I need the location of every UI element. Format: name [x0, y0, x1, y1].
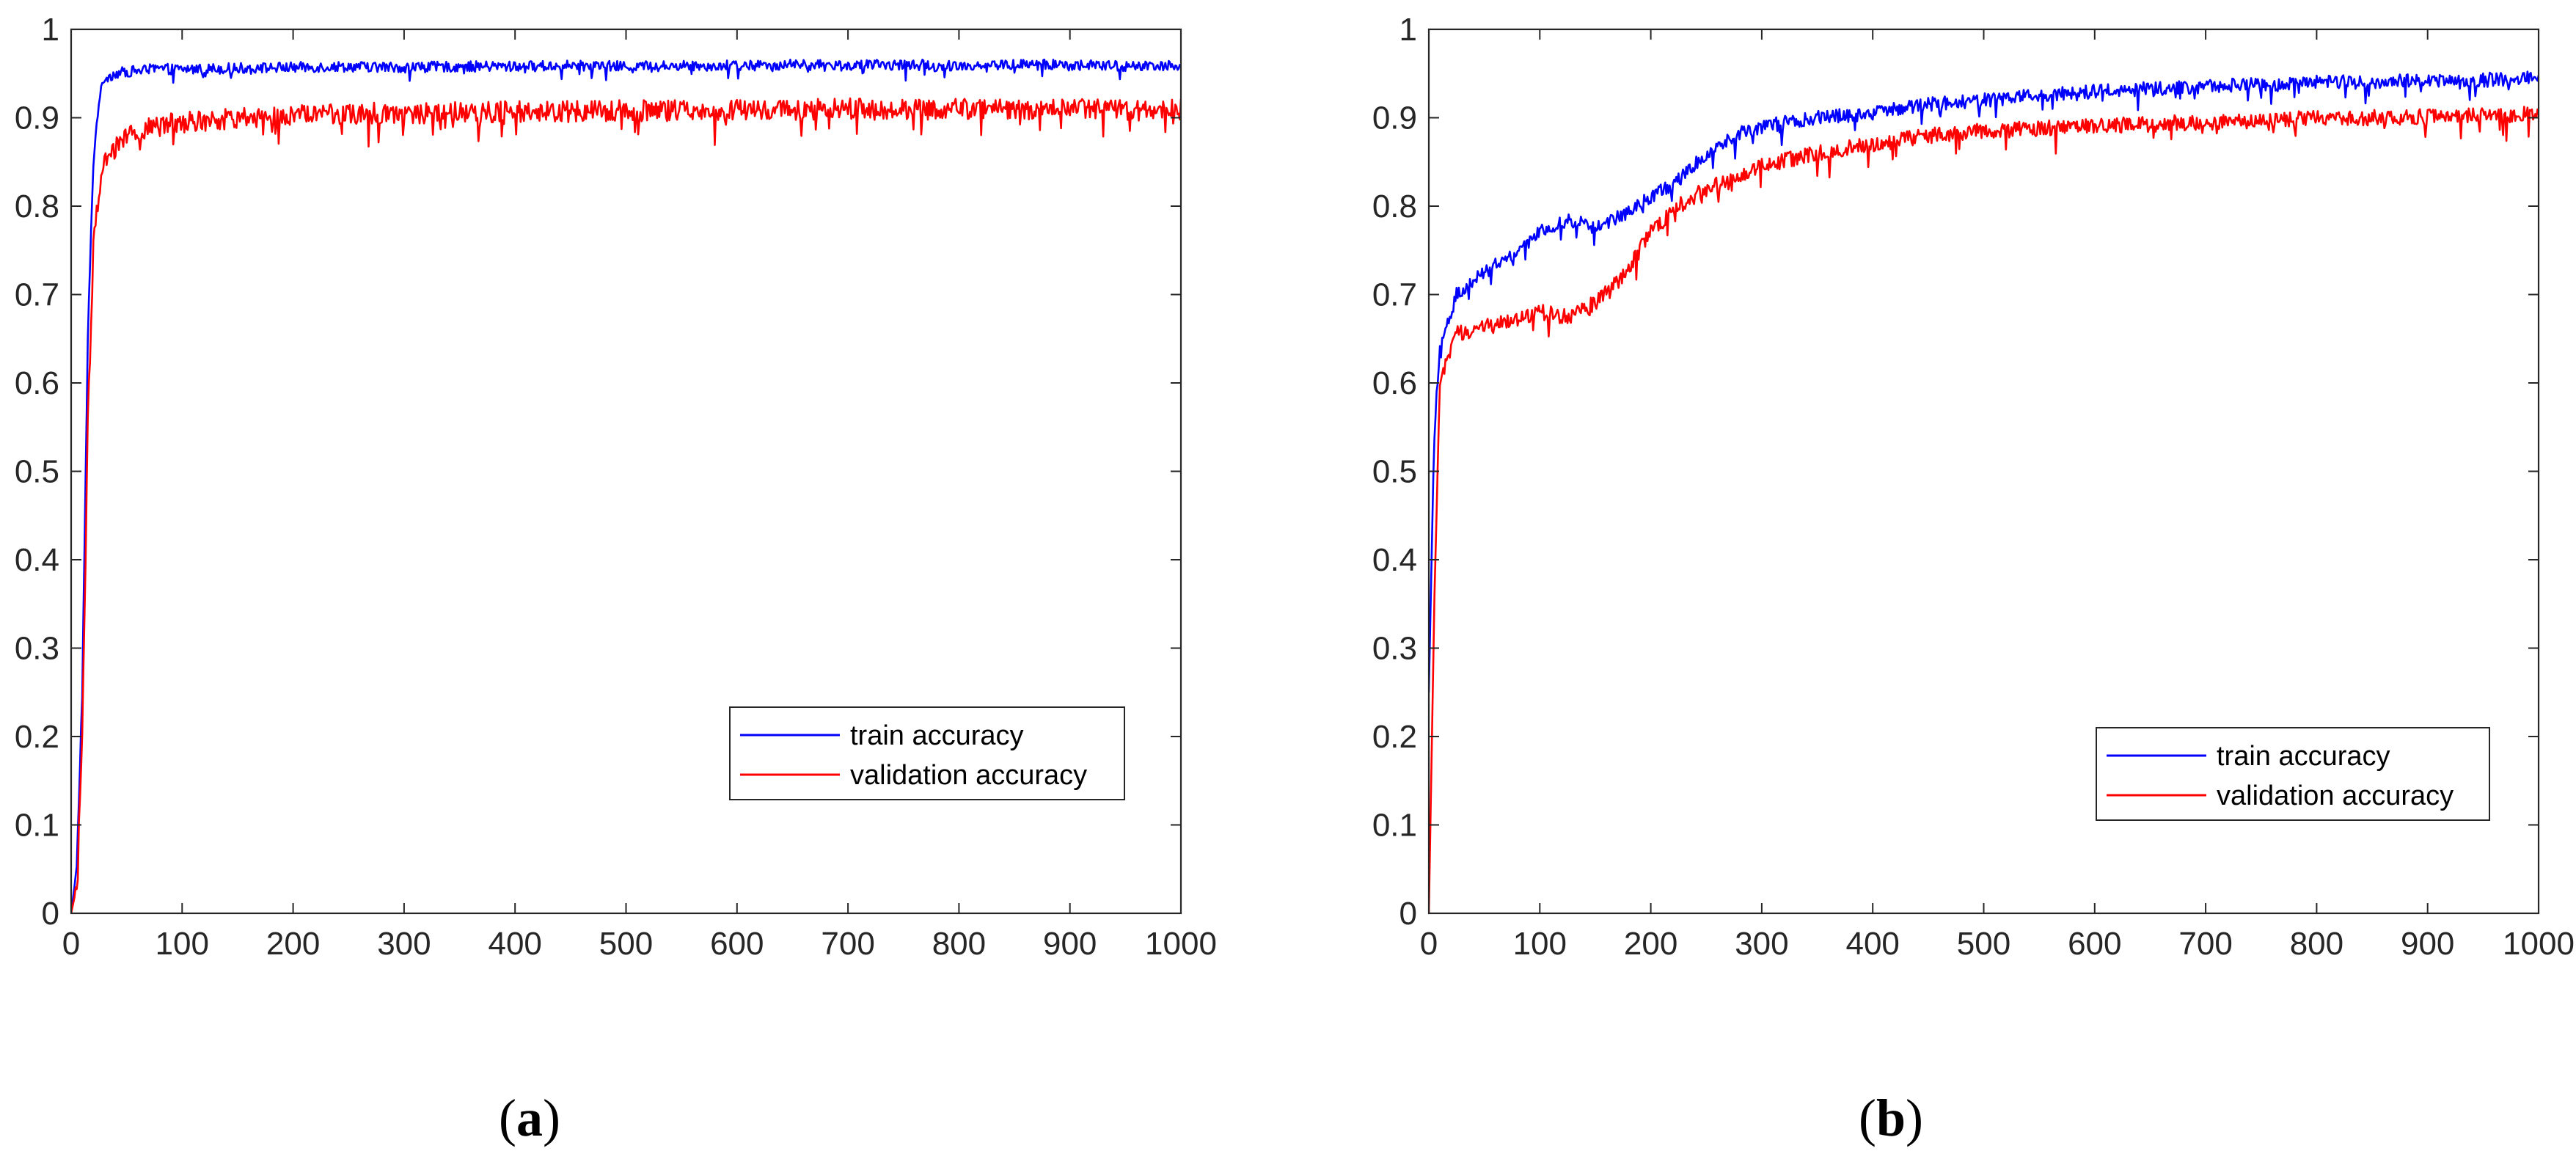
y-tick-label: 0.2 — [15, 719, 59, 755]
x-tick-label: 0 — [62, 926, 80, 962]
x-tick-label: 600 — [2068, 926, 2121, 962]
legend-label-validation: validation accuracy — [850, 760, 1087, 791]
x-tick-label: 200 — [1624, 926, 1677, 962]
chart-panel-b: 0 100 200 300 400 500 600 700 800 900 1000 0 0.1 0.2 0… — [1372, 12, 2575, 1147]
y-tick-label: 0 — [42, 896, 59, 932]
x-tick-label: 500 — [599, 926, 653, 962]
y-tick-label: 0.8 — [1372, 189, 1417, 224]
x-tick-label: 800 — [932, 926, 986, 962]
y-tick-label: 0.9 — [1372, 101, 1417, 136]
legend-label-train: train accuracy — [850, 720, 1024, 751]
y-tick-label: 0.3 — [15, 631, 59, 667]
x-tick-label: 100 — [1513, 926, 1567, 962]
y-tick-label: 0.1 — [1372, 808, 1417, 844]
legend-box — [2096, 727, 2490, 821]
caption-letter: a — [516, 1089, 543, 1147]
y-tick-label: 0.2 — [1372, 719, 1417, 755]
legend-label-train: train accuracy — [2217, 741, 2390, 772]
y-tick-label: 0.4 — [15, 542, 59, 578]
y-tick-label: 0.3 — [1372, 631, 1417, 667]
y-tick-label: 0.8 — [15, 189, 59, 224]
series-line-train-a — [71, 58, 1181, 913]
x-tick-label: 700 — [2178, 926, 2232, 962]
y-tick-label: 0.5 — [15, 454, 59, 490]
x-tick-label: 100 — [155, 926, 209, 962]
x-tick-label: 700 — [821, 926, 874, 962]
legend: train accuracy validation accuracy — [729, 706, 1125, 800]
chart-panel-a: 0 100 200 300 400 500 600 700 800 900 1000 0 0.1 0.2 0… — [15, 12, 1217, 1147]
legend-label-validation: validation accuracy — [2217, 781, 2454, 811]
panel-caption: (b) — [1859, 1089, 1923, 1147]
y-tick-label: 0.6 — [1372, 365, 1417, 401]
x-tick-label: 600 — [710, 926, 764, 962]
x-tick-label: 400 — [1845, 926, 1899, 962]
x-tick-label: 200 — [266, 926, 320, 962]
y-tick-label: 0.1 — [15, 808, 59, 844]
caption-letter: b — [1876, 1089, 1906, 1147]
y-tick-label: 0.5 — [1372, 454, 1417, 490]
y-tick-label: 0.4 — [1372, 542, 1417, 578]
x-tick-label: 1000 — [2503, 926, 2575, 962]
legend-box — [729, 706, 1125, 800]
y-tick-label: 0.6 — [15, 365, 59, 401]
x-tick-label: 1000 — [1145, 926, 1217, 962]
x-tick-label: 0 — [1420, 926, 1438, 962]
x-tick-label: 300 — [377, 926, 431, 962]
y-tick-label: 0.9 — [15, 101, 59, 136]
panel-caption: (a) — [499, 1089, 560, 1147]
x-tick-label: 900 — [1043, 926, 1097, 962]
series-line-train-b — [1429, 70, 2539, 693]
x-tick-label: 400 — [488, 926, 541, 962]
caption-open: ( — [1859, 1089, 1876, 1147]
y-tick-label: 0.7 — [15, 277, 59, 313]
caption-close: ) — [543, 1089, 560, 1147]
y-tick-label: 1 — [42, 12, 59, 48]
caption-close: ) — [1906, 1089, 1923, 1147]
caption-open: ( — [499, 1089, 516, 1147]
x-tick-label: 800 — [2290, 926, 2343, 962]
legend: train accuracy validation accuracy — [2096, 727, 2490, 821]
series-line-validation-a — [71, 97, 1181, 913]
y-tick-label: 1 — [1399, 12, 1417, 48]
x-tick-label: 300 — [1735, 926, 1788, 962]
y-tick-label: 0.7 — [1372, 277, 1417, 313]
y-tick-label: 0 — [1399, 896, 1417, 932]
x-tick-label: 900 — [2401, 926, 2454, 962]
series-line-validation-b — [1429, 106, 2539, 913]
x-tick-label: 500 — [1957, 926, 2010, 962]
